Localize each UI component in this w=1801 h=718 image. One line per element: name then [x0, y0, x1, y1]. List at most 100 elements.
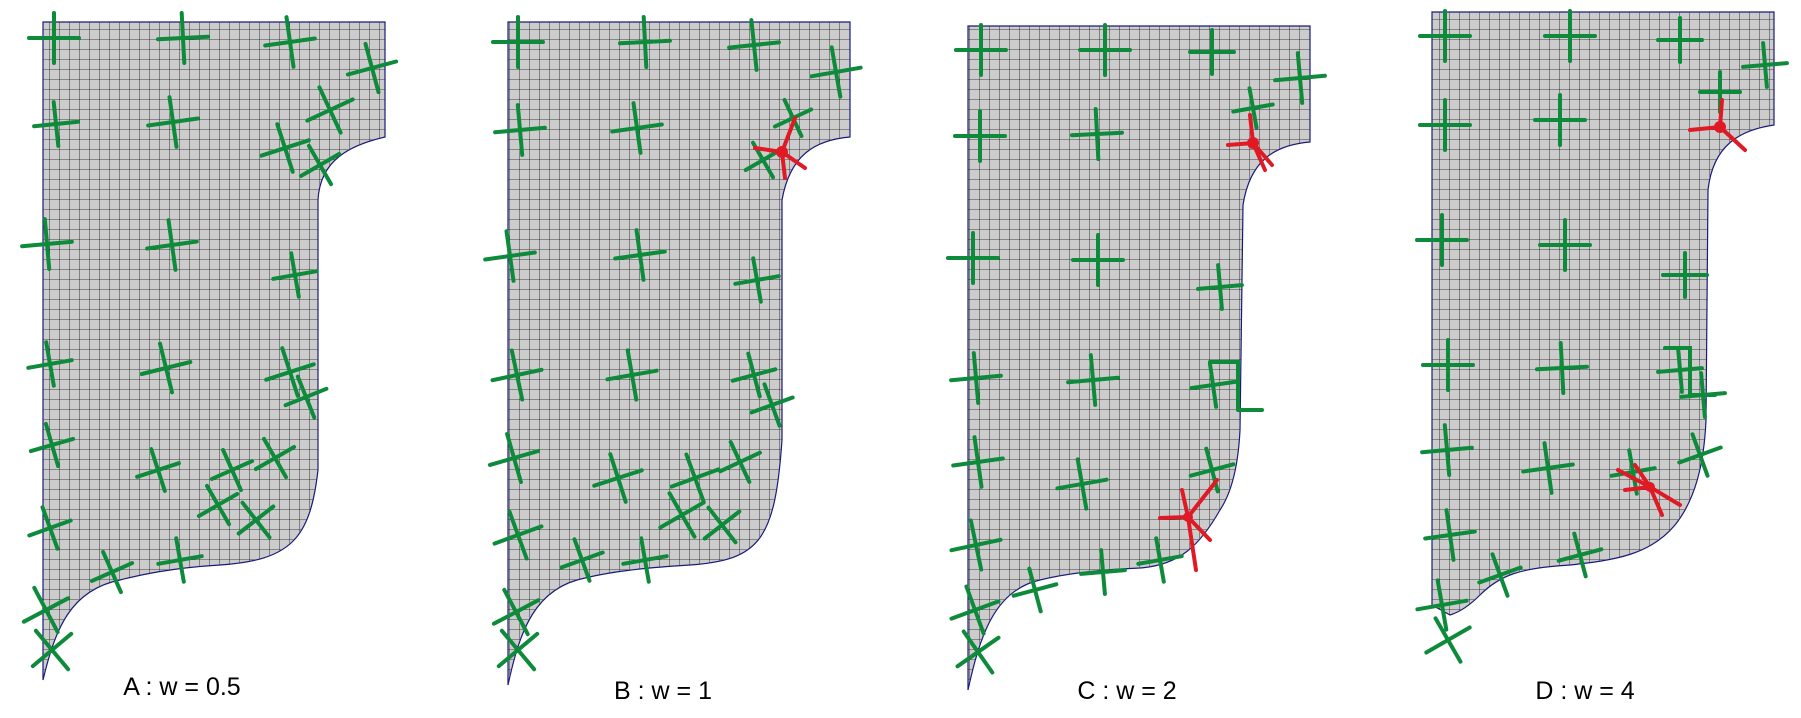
- cross-field-marker: [1609, 448, 1657, 496]
- cross-field-marker: [139, 341, 193, 395]
- cross-field-marker: [209, 447, 255, 493]
- cross-field-marker: [298, 143, 342, 187]
- cross-field-marker: [491, 15, 545, 69]
- cross-field-marker: [156, 11, 210, 65]
- cross-field-marker: [951, 435, 1005, 489]
- cross-field-marker: [613, 228, 667, 282]
- singularity-dot: [1183, 512, 1193, 522]
- cross-field-marker: [618, 15, 672, 69]
- cross-field-marker: [1543, 9, 1597, 63]
- cross-field-marker: [1066, 353, 1120, 407]
- cross-field-marker: [610, 101, 664, 155]
- cross-field-marker: [749, 382, 795, 428]
- cross-field-marker: [1663, 346, 1717, 397]
- cross-field-marker: [491, 587, 541, 637]
- cross-field-marker: [1273, 51, 1327, 105]
- caption-panel-d: D : w = 4: [1535, 677, 1635, 705]
- cross-field-marker: [1418, 9, 1472, 63]
- cross-field-marker: [1424, 616, 1472, 664]
- singularity-dot: [1714, 121, 1726, 133]
- cross-field-marker: [196, 483, 240, 527]
- cross-field-marker: [1556, 531, 1604, 579]
- cross-field-marker: [32, 100, 80, 148]
- cross-field-marker: [493, 103, 547, 157]
- cross-field-marker: [1415, 213, 1469, 267]
- cross-field-marker: [1656, 346, 1704, 394]
- cross-field-marker: [1661, 251, 1709, 299]
- cross-field-marker: [1421, 338, 1475, 392]
- panel-a: [42, 21, 386, 681]
- panel-d: [1431, 11, 1775, 616]
- cross-field-marker: [1136, 536, 1184, 584]
- cross-field-marker: [1078, 23, 1132, 77]
- cross-field-marker: [135, 447, 181, 493]
- cross-field-marker: [145, 218, 199, 272]
- cross-field-marker: [1189, 361, 1237, 409]
- cross-field-marker: [658, 491, 706, 539]
- cross-field-marker: [27, 11, 81, 65]
- cross-field-marker: [492, 509, 544, 561]
- cross-field-marker: [953, 109, 1007, 163]
- cross-field-marker: [1070, 107, 1124, 161]
- cross-field-marker: [236, 500, 276, 540]
- cross-field-marker: [954, 23, 1008, 77]
- mesh-region-c: [967, 25, 1311, 691]
- singularity-dot: [1645, 482, 1655, 492]
- cross-field-marker: [733, 256, 781, 304]
- cross-field-marker: [20, 217, 74, 271]
- cross-field-marker: [27, 505, 73, 551]
- cross-field-marker: [146, 95, 200, 149]
- cross-field-marker: [1011, 566, 1059, 614]
- cross-field-marker: [1521, 441, 1575, 495]
- cross-field-marker: [1055, 457, 1109, 511]
- cross-field-marker: [1071, 233, 1125, 287]
- cross-field-marker: [559, 537, 605, 583]
- cross-field-marker: [263, 15, 317, 69]
- cross-field-marker: [496, 628, 540, 672]
- singularity-dot: [776, 146, 788, 158]
- caption-panel-a: A : w = 0.5: [123, 673, 241, 701]
- cross-field-marker: [727, 18, 781, 72]
- singularity-separatrices: [753, 98, 1747, 572]
- cross-field-marker: [718, 440, 762, 484]
- cross-field-marker: [30, 628, 74, 672]
- cross-field-marker: [702, 505, 742, 545]
- caption-panel-b: B : w = 1: [614, 677, 712, 705]
- cross-field-markers: [20, 9, 1789, 675]
- cross-field-marker: [809, 45, 863, 99]
- cross-field-marker: [1533, 93, 1587, 147]
- mesh-region-d: [1431, 11, 1775, 616]
- cross-field-marker: [621, 536, 669, 584]
- cross-field-marker: [26, 340, 74, 388]
- cross-field-marker: [1231, 86, 1275, 130]
- cross-field-marker: [946, 231, 1000, 285]
- mesh-region-a: [42, 21, 386, 681]
- cross-field-marker: [1741, 41, 1789, 89]
- cross-field-marker: [89, 549, 135, 595]
- cross-field-marker: [1656, 16, 1704, 64]
- singularity-dot: [1247, 137, 1259, 149]
- cross-field-marker: [1196, 263, 1244, 311]
- cross-field-marker: [483, 229, 537, 283]
- cross-field-marker: [490, 348, 544, 402]
- singularity-separatrix: [1616, 463, 1682, 517]
- cross-field-marker: [730, 351, 778, 399]
- cross-field-marker: [488, 432, 540, 484]
- cross-field-marker: [955, 629, 1001, 675]
- cross-field-marker: [605, 348, 659, 402]
- cross-field-marker: [949, 584, 1001, 636]
- cross-field-marker: [1415, 578, 1469, 632]
- cross-field-marker: [345, 41, 399, 95]
- cross-field-marker: [253, 436, 297, 480]
- cross-field-marker: [21, 585, 71, 635]
- cross-field-marker: [1188, 28, 1236, 76]
- caption-panel-c: C : w = 2: [1077, 677, 1177, 705]
- cross-field-marker: [1079, 548, 1127, 596]
- cross-field-marker: [949, 351, 1003, 405]
- cross-field-marker: [1418, 98, 1472, 152]
- cross-field-marker: [592, 452, 644, 504]
- panel-b: [507, 21, 851, 686]
- singularity-separatrix: [753, 116, 807, 180]
- mesh-region-b: [507, 21, 851, 686]
